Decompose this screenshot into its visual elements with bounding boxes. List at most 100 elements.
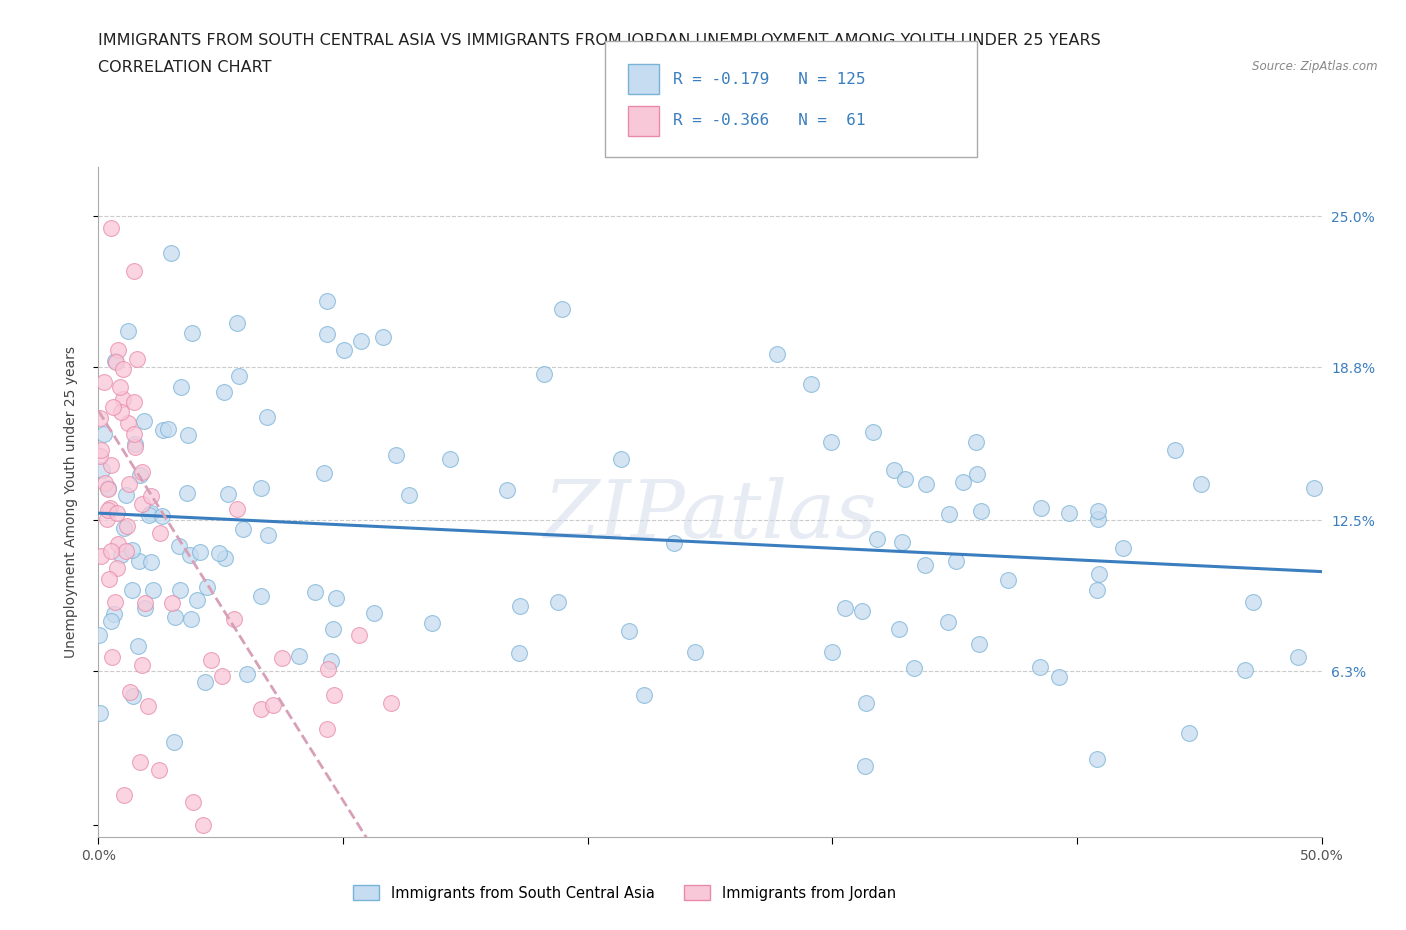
Point — [89, 706, 111, 721]
Point — [122, 395, 145, 410]
Point — [420, 616, 443, 631]
Point — [138, 507, 160, 522]
Point — [633, 687, 655, 702]
Point — [228, 369, 250, 384]
Point — [1087, 512, 1109, 526]
Point — [160, 595, 183, 610]
Text: CORRELATION CHART: CORRELATION CHART — [98, 60, 271, 75]
Point — [169, 538, 191, 553]
Point — [371, 329, 394, 344]
Point — [110, 379, 132, 394]
Point — [90, 549, 112, 564]
Point — [250, 701, 273, 716]
Text: ZIPatlas: ZIPatlas — [543, 477, 877, 554]
Point — [105, 561, 128, 576]
Point — [1286, 650, 1309, 665]
Point — [1164, 442, 1187, 457]
Point — [997, 572, 1019, 587]
Point — [662, 536, 685, 551]
Y-axis label: Unemployment Among Youth under 25 years: Unemployment Among Youth under 25 years — [63, 346, 77, 658]
Point — [98, 500, 121, 515]
Point — [117, 416, 139, 431]
Point — [496, 483, 519, 498]
Point — [319, 654, 342, 669]
Point — [127, 639, 149, 654]
Point — [226, 316, 249, 331]
Point — [363, 605, 385, 620]
Point — [124, 436, 146, 451]
Point — [214, 551, 236, 565]
Point — [855, 695, 877, 710]
Text: R = -0.179   N = 125: R = -0.179 N = 125 — [673, 72, 866, 86]
Point — [89, 411, 111, 426]
Point — [1085, 582, 1108, 597]
Point — [87, 628, 110, 643]
Point — [1085, 751, 1108, 766]
Point — [945, 553, 967, 568]
Point — [883, 463, 905, 478]
Point — [170, 379, 193, 394]
Point — [152, 422, 174, 437]
Point — [965, 434, 987, 449]
Point — [1303, 481, 1326, 496]
Point — [104, 354, 127, 369]
Point — [97, 480, 120, 495]
Point — [891, 535, 914, 550]
Point — [212, 384, 235, 399]
Point — [903, 660, 925, 675]
Point — [347, 627, 370, 642]
Point — [853, 758, 876, 773]
Point — [149, 525, 172, 540]
Point — [609, 451, 631, 466]
Point — [90, 443, 112, 458]
Point — [104, 595, 127, 610]
Point — [134, 596, 156, 611]
Point — [105, 506, 128, 521]
Point — [110, 548, 132, 563]
Point — [122, 688, 145, 703]
Point — [181, 794, 204, 809]
Point — [180, 611, 202, 626]
Point — [304, 585, 326, 600]
Point — [128, 754, 150, 769]
Point — [224, 611, 246, 626]
Point — [315, 722, 337, 737]
Point — [380, 696, 402, 711]
Point — [834, 601, 856, 616]
Point — [217, 487, 239, 502]
Point — [111, 362, 134, 377]
Point — [142, 582, 165, 597]
Point — [107, 537, 129, 551]
Point — [97, 572, 120, 587]
Point — [894, 472, 917, 486]
Point — [820, 434, 842, 449]
Point — [316, 661, 339, 676]
Point — [118, 684, 141, 699]
Point — [134, 601, 156, 616]
Point — [256, 410, 278, 425]
Point — [101, 649, 124, 664]
Point — [866, 532, 889, 547]
Point — [100, 543, 122, 558]
Point — [114, 788, 136, 803]
Point — [385, 447, 408, 462]
Text: Source: ZipAtlas.com: Source: ZipAtlas.com — [1253, 60, 1378, 73]
Point — [1029, 500, 1052, 515]
Point — [226, 501, 249, 516]
Point — [969, 503, 991, 518]
Point — [262, 698, 284, 712]
Point — [97, 482, 120, 497]
Point — [131, 497, 153, 512]
Point — [101, 400, 124, 415]
Point — [851, 604, 873, 618]
Point — [139, 505, 162, 520]
Point — [316, 294, 339, 309]
Point — [96, 512, 118, 526]
Point — [124, 440, 146, 455]
Point — [533, 366, 555, 381]
Point — [121, 582, 143, 597]
Point — [94, 475, 117, 490]
Point — [1049, 670, 1071, 684]
Point — [104, 354, 127, 369]
Point — [322, 687, 344, 702]
